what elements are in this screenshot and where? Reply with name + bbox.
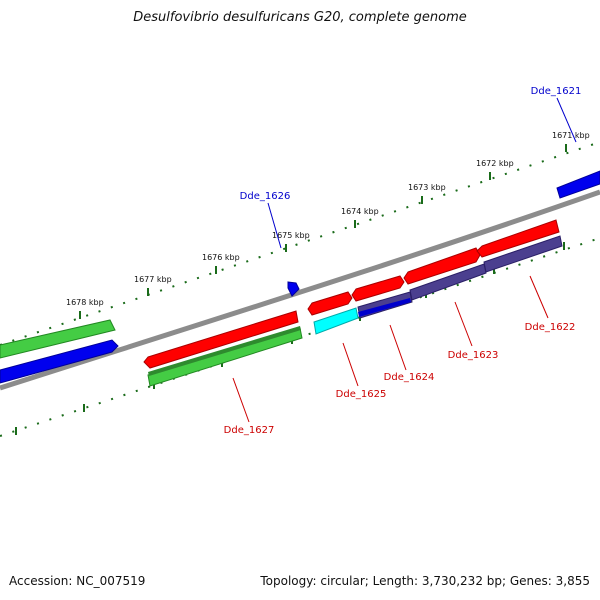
tick-label: 1674 kbp bbox=[341, 207, 379, 216]
forward-track bbox=[0, 170, 600, 384]
tick-label: 1678 kbp bbox=[66, 298, 104, 307]
gene-label-dde-1622[interactable]: Dde_1622 bbox=[525, 322, 576, 333]
cds-dde-1622[interactable] bbox=[483, 235, 563, 273]
gene-red-seg-2[interactable] bbox=[351, 275, 405, 302]
tick-label: 1672 kbp bbox=[476, 159, 514, 168]
topology-summary-text: Topology: circular; Length: 3,730,232 bp… bbox=[260, 574, 590, 588]
cds-dde-1623[interactable] bbox=[409, 263, 487, 301]
gene-label-dde-1623[interactable]: Dde_1623 bbox=[448, 350, 499, 361]
gene-red-seg-3[interactable] bbox=[403, 247, 481, 285]
cds-dde-1624-stripe bbox=[358, 298, 411, 317]
gene-label-dde-1626[interactable]: Dde_1626 bbox=[240, 191, 291, 202]
gene-leader-lines bbox=[232, 97, 577, 423]
gene-red-seg-1[interactable] bbox=[307, 291, 353, 316]
lower-minor-ticks bbox=[0, 237, 600, 437]
leader-dde-1621 bbox=[556, 97, 577, 143]
cds-track bbox=[147, 235, 563, 387]
gene-label-dde-1625[interactable]: Dde_1625 bbox=[336, 389, 387, 400]
gene-label-dde-1621[interactable]: Dde_1621 bbox=[531, 86, 582, 97]
tick-label: 1677 kbp bbox=[134, 275, 172, 284]
gene-label-dde-1624[interactable]: Dde_1624 bbox=[384, 372, 435, 383]
tick-label: 1675 kbp bbox=[272, 231, 310, 240]
cds-dde-1627-edge bbox=[148, 326, 301, 376]
gene-label-dde-1627[interactable]: Dde_1627 bbox=[224, 425, 275, 436]
gene-labels: Dde_1621 Dde_1622 Dde_1623 Dde_1624 Dde_… bbox=[224, 86, 582, 436]
gene-dde-1626[interactable] bbox=[287, 281, 300, 297]
tick-labels: 1671 kbp 1672 kbp 1673 kbp 1674 kbp 1675 kbp… bbox=[66, 131, 590, 307]
gene-dde-1621[interactable] bbox=[556, 170, 600, 199]
gene-blue-left[interactable] bbox=[0, 339, 119, 384]
tick-label: 1676 kbp bbox=[202, 253, 240, 262]
map-title: Desulfovibrio desulfuricans G20, complet… bbox=[133, 10, 467, 25]
leader-dde-1623 bbox=[454, 301, 473, 347]
gene-dde-1627-outer[interactable] bbox=[143, 310, 299, 369]
gene-green-left[interactable] bbox=[0, 319, 116, 359]
leader-dde-1622 bbox=[529, 275, 549, 319]
leader-dde-1627 bbox=[232, 377, 250, 423]
tick-label: 1673 kbp bbox=[408, 183, 446, 192]
gene-red-seg-4[interactable] bbox=[476, 219, 560, 258]
leader-dde-1625 bbox=[342, 342, 359, 387]
major-ticks bbox=[79, 144, 567, 319]
tick-label: 1671 kbp bbox=[552, 131, 590, 140]
upper-minor-ticks bbox=[0, 141, 600, 346]
genome-backbone bbox=[0, 189, 600, 391]
leader-dde-1624 bbox=[389, 324, 407, 371]
leader-dde-1626 bbox=[267, 202, 282, 249]
upper-tick-ruler: 1671 kbp 1672 kbp 1673 kbp 1674 kbp 1675 kbp… bbox=[0, 131, 600, 346]
cds-dde-1625[interactable] bbox=[313, 307, 359, 335]
accession-text: Accession: NC_007519 bbox=[9, 574, 146, 588]
